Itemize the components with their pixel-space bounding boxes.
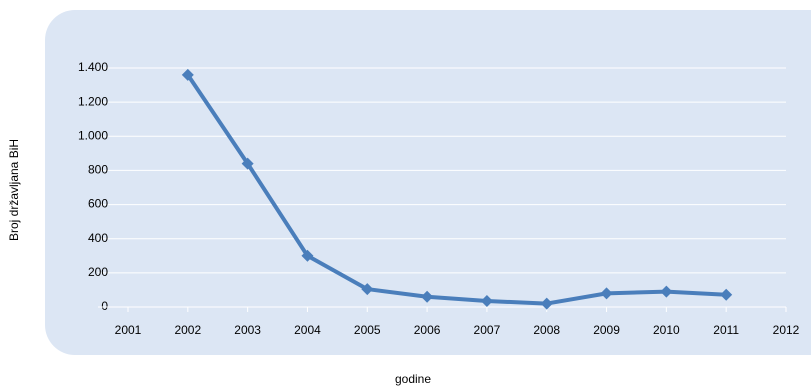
y-tick-label: 800	[88, 163, 108, 177]
x-tick-label: 2010	[653, 323, 680, 337]
x-tick-label: 2009	[593, 323, 620, 337]
data-point	[660, 285, 673, 298]
data-line	[186, 73, 727, 306]
x-tick-label: 2003	[234, 323, 261, 337]
x-axis-label: godine	[395, 372, 431, 386]
x-tick-label: 2005	[354, 323, 381, 337]
data-point	[480, 295, 493, 308]
x-tick-label: 2011	[713, 323, 739, 337]
y-tick-label: 1.400	[78, 60, 108, 74]
y-axis-label: Broj državljana BiH	[7, 139, 21, 241]
x-tick-label: 2012	[773, 323, 800, 337]
x-tick-label: 2007	[474, 323, 501, 337]
x-tick-label: 2006	[414, 323, 441, 337]
data-point	[361, 283, 374, 296]
y-tick-label: 1.200	[78, 94, 108, 108]
y-tick-label: 1.000	[78, 128, 108, 142]
y-tick-label: 400	[88, 231, 108, 245]
x-tick-label: 2002	[174, 323, 201, 337]
data-point	[301, 249, 314, 262]
data-point	[600, 287, 613, 300]
data-point	[421, 290, 434, 303]
x-tick-label: 2001	[115, 323, 142, 337]
plot-panel	[45, 10, 811, 355]
data-point	[181, 68, 194, 81]
y-tick-label: 600	[88, 197, 108, 211]
data-point	[720, 288, 733, 301]
y-tick-label: 200	[88, 265, 108, 279]
data-point	[241, 157, 254, 170]
x-tick-label: 2008	[533, 323, 560, 337]
y-tick-label: 0	[101, 299, 108, 313]
x-tick-label: 2004	[294, 323, 321, 337]
data-point	[540, 297, 553, 310]
